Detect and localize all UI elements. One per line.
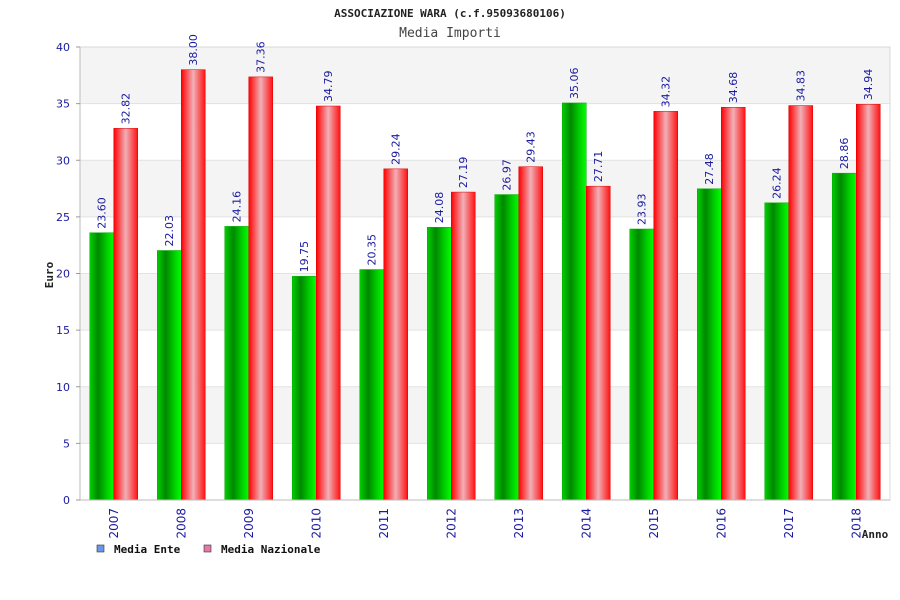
data-label: 34.83 — [795, 70, 808, 102]
data-label: 34.94 — [862, 69, 875, 101]
data-label: 26.24 — [771, 167, 784, 199]
bar-media-ente-2007 — [89, 232, 114, 501]
data-label: 28.86 — [838, 138, 851, 170]
y-tick-label: 35 — [56, 98, 70, 111]
grid-band — [80, 103, 890, 161]
bar-media-ente-2015 — [629, 228, 654, 501]
bar-media-ente-2013 — [494, 194, 519, 501]
bar-media-nazionale-2013 — [518, 166, 543, 501]
bar-media-ente-2010 — [292, 276, 317, 501]
y-tick-label: 30 — [56, 154, 70, 167]
bar-media-nazionale-2015 — [653, 111, 678, 501]
grid-band — [80, 443, 890, 500]
x-tick-label: 2009 — [242, 508, 256, 539]
bar-media-nazionale-2014 — [586, 185, 611, 501]
x-tick-label: 2010 — [309, 508, 323, 539]
data-label: 27.71 — [592, 151, 605, 183]
bar-media-ente-2014 — [562, 102, 587, 501]
data-label: 24.16 — [231, 191, 244, 223]
y-tick-label: 40 — [56, 41, 70, 54]
data-label: 23.93 — [636, 193, 649, 225]
x-tick-label: 2007 — [107, 508, 121, 539]
bar-media-ente-2017 — [764, 202, 789, 501]
data-label: 38.00 — [187, 34, 200, 66]
bar-media-nazionale-2007 — [113, 128, 138, 501]
data-label: 26.97 — [501, 159, 514, 191]
x-tick-label: 2014 — [579, 508, 593, 539]
y-tick-label: 15 — [56, 324, 70, 337]
bar-media-ente-2008 — [157, 250, 182, 501]
bar-media-nazionale-2016 — [721, 106, 746, 501]
data-label: 24.08 — [433, 192, 446, 224]
data-label: 35.06 — [568, 67, 581, 99]
plot-area — [79, 46, 891, 501]
y-axis: 0 5 10 15 20 25 30 35 40 — [56, 41, 81, 507]
legend-label-media-ente: Media Ente — [114, 543, 181, 556]
x-tick-label: 2017 — [782, 508, 796, 539]
grid-band — [80, 273, 890, 331]
y-tick-label: 10 — [56, 381, 70, 394]
x-tick-label: 2015 — [647, 508, 661, 539]
bar-media-ente-2009 — [224, 226, 249, 501]
data-label: 34.32 — [660, 76, 673, 108]
x-tick-label: 2011 — [377, 508, 391, 539]
x-tick-label: 2016 — [714, 508, 728, 539]
legend: Media Ente Media Nazionale — [96, 543, 321, 556]
bars-group: 23.60 32.82 22.03 38.00 24.16 37.36 19.75 34.79… — [89, 34, 881, 501]
bar-media-nazionale-2017 — [788, 105, 813, 501]
data-label: 37.36 — [255, 41, 268, 73]
bar-media-ente-2012 — [427, 227, 452, 501]
bar-media-ente-2016 — [697, 188, 722, 501]
y-tick-label: 20 — [56, 268, 70, 281]
bar-media-ente-2018 — [832, 172, 857, 501]
data-label: 27.48 — [703, 153, 716, 185]
legend-swatch-media-ente — [96, 544, 105, 553]
data-label: 19.75 — [298, 241, 311, 273]
grid-band — [80, 330, 890, 387]
data-label: 29.24 — [390, 133, 403, 165]
data-label: 27.19 — [457, 157, 470, 189]
data-label: 20.35 — [366, 234, 379, 266]
grid-band — [80, 386, 890, 444]
bar-media-ente-2011 — [359, 269, 384, 501]
chart-title: ASSOCIAZIONE WARA (c.f.95093680106) — [334, 7, 566, 20]
data-label: 22.03 — [163, 215, 176, 247]
data-label: 34.68 — [727, 72, 740, 104]
bar-media-nazionale-2011 — [383, 168, 408, 501]
data-label: 32.82 — [120, 93, 133, 125]
legend-label-media-nazionale: Media Nazionale — [221, 543, 321, 556]
x-tick-label: 2008 — [174, 508, 188, 539]
grid-band — [80, 47, 890, 104]
bar-media-nazionale-2018 — [856, 104, 881, 501]
bar-media-nazionale-2010 — [316, 105, 341, 501]
x-tick-label: 2013 — [512, 508, 526, 539]
y-tick-label: 5 — [63, 437, 70, 450]
y-axis-label: Euro — [43, 261, 56, 288]
grid-band — [80, 160, 890, 217]
x-tick-label: 2018 — [849, 508, 863, 539]
data-label: 29.43 — [525, 131, 538, 163]
x-axis: 2007 2008 2009 2010 2011 2012 2013 2014 2015 2016… — [80, 499, 890, 539]
x-tick-label: 2012 — [444, 508, 458, 539]
bar-media-nazionale-2009 — [248, 76, 273, 501]
data-label: 34.79 — [322, 71, 335, 103]
legend-swatch-media-nazionale — [203, 544, 212, 553]
x-axis-label: Anno — [862, 528, 889, 541]
bar-media-nazionale-2012 — [451, 191, 476, 501]
chart-subtitle: Media Importi — [399, 26, 501, 41]
y-tick-label: 25 — [56, 211, 70, 224]
y-tick-label: 0 — [63, 494, 70, 507]
grid-band — [80, 216, 890, 274]
bar-media-nazionale-2008 — [181, 69, 206, 501]
data-label: 23.60 — [96, 197, 109, 229]
